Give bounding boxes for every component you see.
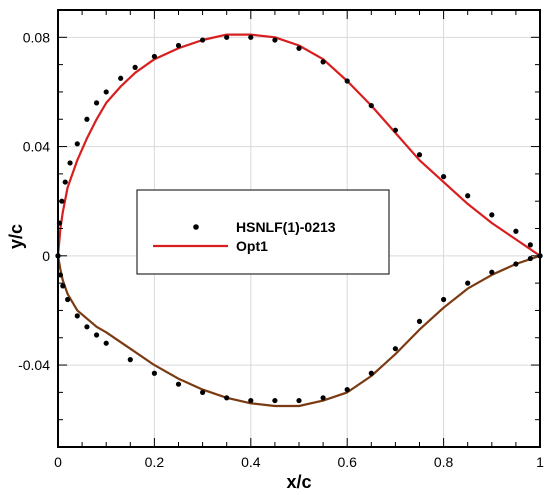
- legend-label-hsnlf: HSNLF(1)-0213: [236, 219, 336, 235]
- hsnlf-lower-point: [248, 397, 254, 404]
- hsnlf-lower-point: [296, 397, 302, 404]
- hsnlf-lower-point: [527, 255, 533, 262]
- hsnlf-upper-point: [296, 45, 302, 51]
- y-tick-label: -0.04: [18, 357, 50, 373]
- opt1-lower-line: [56, 254, 541, 408]
- x-tick-label: 0.4: [241, 454, 261, 470]
- hsnlf-lower-point: [151, 370, 157, 376]
- hsnlf-upper-point: [489, 212, 495, 218]
- hsnlf-lower-point: [74, 313, 80, 319]
- hsnlf-upper-point: [248, 34, 254, 40]
- x-tick-label: 0: [54, 454, 62, 470]
- hsnlf-upper-point: [175, 42, 182, 49]
- axis-ticks: [57, 9, 541, 448]
- hsnlf-lower-point: [272, 397, 278, 404]
- hsnlf-upper-point: [368, 102, 374, 109]
- hsnlf-upper-point: [513, 228, 519, 234]
- y-tick-label: 0.08: [23, 29, 50, 45]
- hsnlf-lower-point: [320, 395, 326, 401]
- hsnlf-upper-point: [441, 174, 447, 180]
- legend-marker-hsnlf: [193, 224, 199, 230]
- hsnlf-lower-point: [103, 340, 109, 346]
- hsnlf-upper-point: [392, 127, 398, 133]
- x-tick-label: 0.2: [145, 454, 165, 470]
- hsnlf-upper-point: [416, 152, 423, 158]
- hsnlf-upper-point: [74, 141, 80, 147]
- x-tick-label: 1: [536, 454, 544, 470]
- legend-label-opt1: Opt1: [236, 238, 268, 254]
- legend-box: [136, 189, 390, 275]
- hsnlf-upper-point: [527, 242, 533, 248]
- hsnlf-upper-point: [62, 179, 68, 185]
- hsnlf-upper-point: [465, 193, 471, 199]
- x-tick-label: 0.8: [434, 454, 454, 470]
- hsnlf-lower-point: [200, 389, 206, 395]
- hsnlf-lower-point: [489, 269, 495, 275]
- series-layer: [55, 33, 543, 408]
- hsnlf-upper-point: [200, 37, 206, 43]
- hsnlf-upper-point: [103, 89, 109, 95]
- tick-labels: 0 0.2 0.4 0.6 0.8 1 -0.04 0 0.04 0.08: [18, 29, 544, 470]
- hsnlf-lower-point: [441, 296, 447, 303]
- hsnlf-upper-point: [344, 78, 350, 84]
- hsnlf-lower-point: [224, 395, 230, 401]
- hsnlf-upper-point: [118, 75, 124, 81]
- hsnlf-upper-point: [151, 53, 157, 60]
- y-axis-title: y/c: [6, 224, 26, 249]
- hsnlf-upper-point: [320, 59, 326, 65]
- hsnlf-lower-point: [93, 332, 100, 338]
- hsnlf-lower-point: [513, 261, 519, 267]
- hsnlf-lower-point: [65, 296, 71, 303]
- hsnlf-lower-point: [368, 370, 374, 376]
- hsnlf-lower-point: [60, 283, 66, 289]
- hsnlf-upper-point: [132, 64, 138, 70]
- legend: HSNLF(1)-0213 Opt1: [136, 189, 390, 275]
- hsnlf-lower-point: [392, 346, 398, 352]
- hsnlf-lower-point: [84, 324, 90, 330]
- hsnlf-upper-point: [93, 100, 100, 106]
- x-tick-label: 0.6: [337, 454, 357, 470]
- hsnlf-upper-point: [84, 116, 90, 122]
- hsnlf-upper-point: [224, 34, 230, 40]
- hsnlf-lower-point: [57, 272, 64, 278]
- hsnlf-lower-point: [416, 318, 423, 324]
- opt1-upper-line: [56, 33, 541, 257]
- y-tick-label: 0: [42, 248, 50, 264]
- hsnlf-lower-point: [465, 280, 471, 286]
- x-axis-title: x/c: [286, 472, 311, 492]
- hsnlf-upper-point: [67, 160, 73, 166]
- hsnlf-upper-point: [272, 37, 278, 43]
- hsnlf-lower-point: [127, 357, 133, 363]
- hsnlf-lower-point: [344, 387, 350, 393]
- hsnlf-lower-point: [175, 381, 182, 387]
- y-tick-label: 0.04: [23, 139, 50, 155]
